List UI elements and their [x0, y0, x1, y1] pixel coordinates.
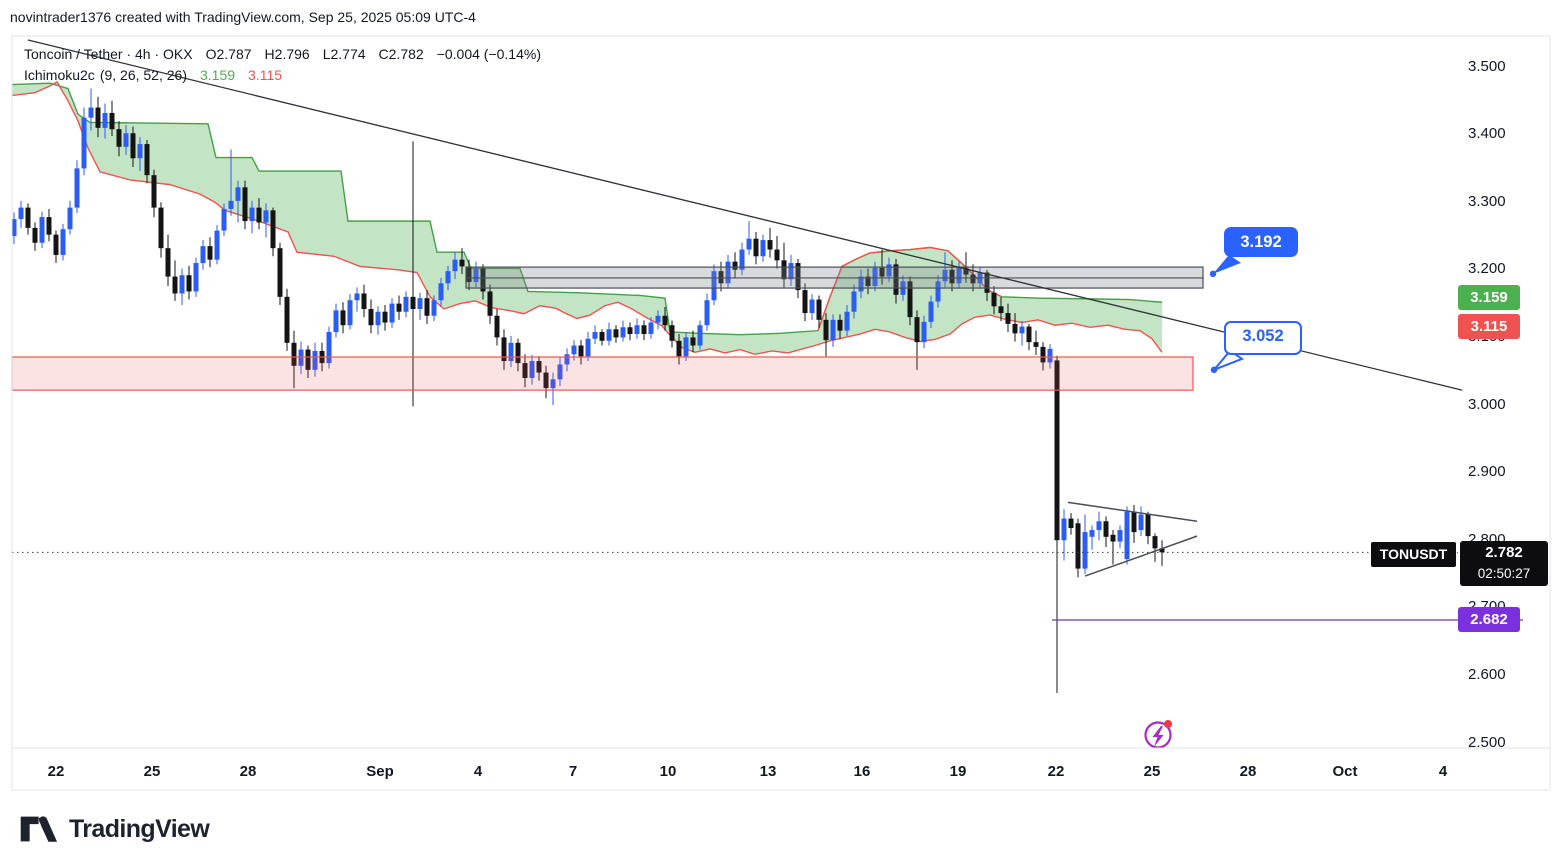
- time-label-Sep: Sep: [366, 763, 394, 780]
- descending-trendline: [27, 39, 1463, 391]
- ohlc-high: H2.796: [264, 46, 310, 62]
- time-label-16: 16: [853, 763, 871, 780]
- last-price-value: 2.782: [1485, 544, 1523, 561]
- symbol-title: Toncoin / Tether · 4h · OKX: [24, 46, 193, 62]
- indicator-name: Ichimoku2c: [24, 67, 95, 83]
- attribution-text: novintrader1376 created with TradingView…: [10, 9, 476, 25]
- support-price-callout[interactable]: 3.052: [1224, 321, 1302, 355]
- time-label-13: 13: [759, 763, 777, 780]
- tradingview-logo-icon: [20, 816, 58, 842]
- senkou-b-value: 3.115: [248, 67, 283, 83]
- chart-frame: [11, 35, 1551, 791]
- tradingview-logo[interactable]: TradingView: [20, 810, 210, 848]
- ohlc-close: C2.782: [378, 46, 424, 62]
- tradingview-logo-text: TradingView: [69, 814, 210, 843]
- time-label-22: 22: [47, 763, 65, 780]
- ichimoku-cloud: [12, 81, 1162, 355]
- ohlc-low: L2.774: [322, 46, 366, 62]
- time-label-28: 28: [1239, 763, 1257, 780]
- time-label-19: 19: [949, 763, 967, 780]
- price-tick-3.000: 3.000: [1468, 395, 1506, 413]
- event-flash-bolt-icon: [1152, 726, 1164, 747]
- price-tick-3.200: 3.200: [1468, 260, 1506, 278]
- time-label-Oct: Oct: [1332, 763, 1358, 780]
- last-price-countdown-label: 2.782 02:50:27: [1460, 541, 1548, 586]
- ohlc-open: O2.787: [205, 46, 252, 62]
- event-flash-alert-dot: [1164, 720, 1172, 728]
- senkou-a-price-badge: 3.159: [1458, 285, 1520, 310]
- support-callout-anchor-dot: [1210, 366, 1218, 374]
- symbol-legend[interactable]: Toncoin / Tether · 4h · OKX O2.787 H2.79…: [24, 46, 541, 62]
- resistance-callout-anchor-dot: [1209, 270, 1217, 278]
- resistance-price-callout[interactable]: 3.192: [1224, 227, 1298, 257]
- senkou-b-price-badge: 3.115: [1458, 314, 1520, 339]
- purple-level-badge: 2.682: [1458, 607, 1520, 632]
- indicator-params: (9, 26, 52, 26): [99, 67, 187, 83]
- indicator-legend[interactable]: Ichimoku2c (9, 26, 52, 26) 3.159 3.115: [24, 67, 282, 83]
- price-tick-2.600: 2.600: [1468, 665, 1506, 683]
- time-label-10: 10: [659, 763, 677, 780]
- time-label-7: 7: [568, 763, 578, 780]
- pink-support-zone: [11, 356, 1194, 391]
- symbol-flag-label[interactable]: TONUSDT: [1371, 542, 1456, 567]
- triangle-lower-line: [1084, 535, 1198, 577]
- time-label-25: 25: [143, 763, 161, 780]
- price-tick-3.300: 3.300: [1468, 192, 1506, 210]
- triangle-upper-line: [1067, 501, 1198, 523]
- time-label-22: 22: [1047, 763, 1065, 780]
- price-tick-2.500: 2.500: [1468, 733, 1506, 751]
- time-label-25: 25: [1143, 763, 1161, 780]
- price-tick-2.900: 2.900: [1468, 463, 1506, 481]
- cloud-bottom-line: [11, 80, 1163, 356]
- bar-countdown: 02:50:27: [1477, 566, 1531, 581]
- resistance-callout-tail: [1213, 254, 1241, 274]
- time-label-4: 4: [473, 763, 483, 780]
- price-tick-3.400: 3.400: [1468, 125, 1506, 143]
- ohlc-change: −0.004 (−0.14%): [436, 46, 541, 62]
- time-label-4: 4: [1438, 763, 1448, 780]
- senkou-a-value: 3.159: [199, 67, 236, 83]
- time-label-28: 28: [239, 763, 257, 780]
- price-tick-3.500: 3.500: [1468, 57, 1506, 75]
